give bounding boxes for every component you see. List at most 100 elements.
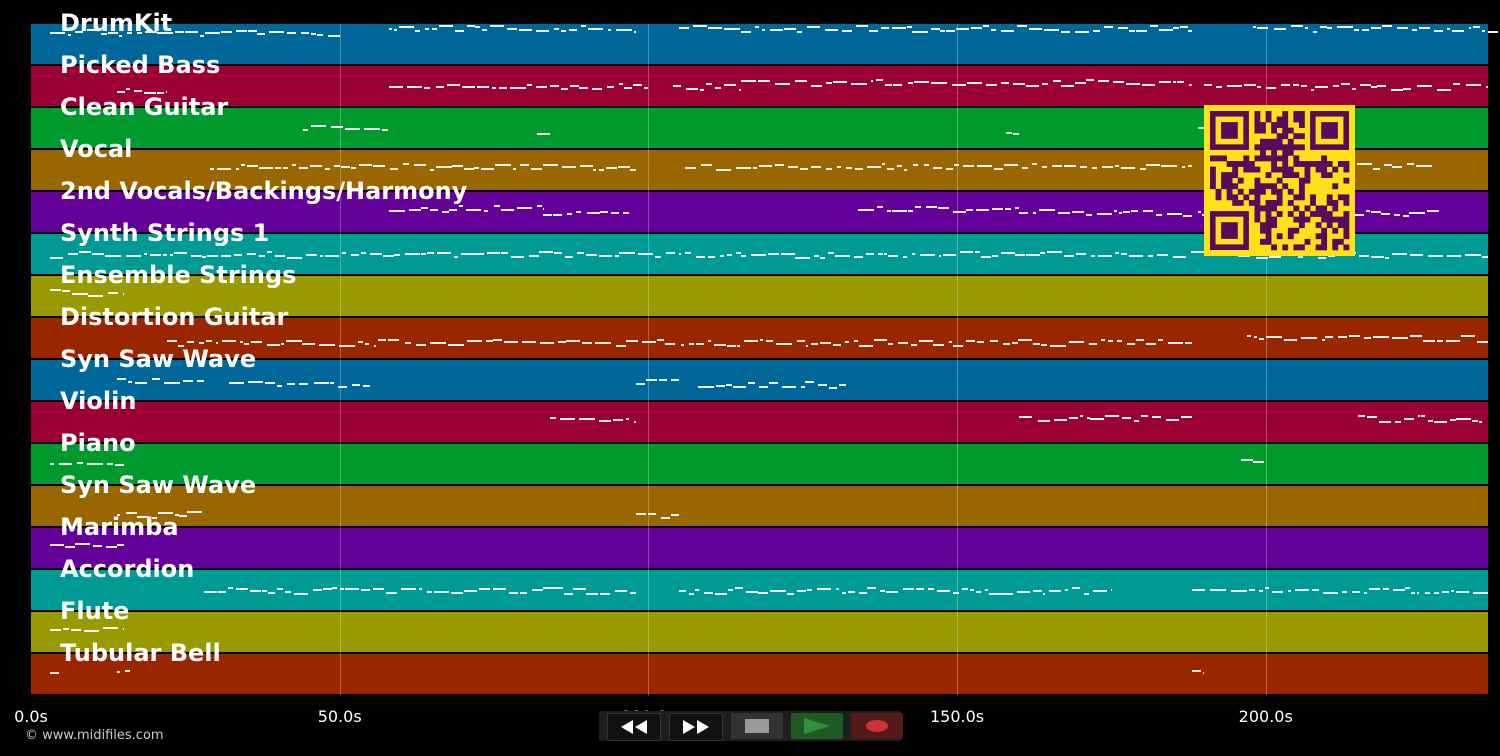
note	[615, 28, 632, 31]
note	[1152, 415, 1161, 418]
note	[1117, 27, 1129, 30]
note	[865, 252, 874, 255]
note	[564, 255, 573, 258]
note	[671, 378, 680, 381]
track-lane[interactable]: Syn Saw Wave	[31, 471, 1488, 526]
note	[948, 340, 953, 343]
note	[738, 88, 741, 91]
fast-forward-button[interactable]	[669, 713, 723, 741]
note	[174, 514, 180, 517]
note	[776, 342, 792, 345]
note	[1465, 253, 1482, 256]
note	[1311, 88, 1314, 91]
track-lane[interactable]: Tubular Bell	[31, 639, 1488, 694]
note	[805, 381, 814, 384]
note	[340, 166, 350, 169]
note	[1258, 337, 1264, 340]
note	[1271, 590, 1284, 593]
qr-code[interactable]	[1204, 105, 1355, 256]
track-lane[interactable]: Flute	[31, 597, 1488, 652]
note	[543, 587, 557, 589]
note	[1393, 588, 1406, 591]
note	[345, 128, 360, 130]
note	[1018, 416, 1033, 419]
note	[91, 252, 104, 255]
note	[556, 587, 563, 590]
stop-button[interactable]	[731, 713, 783, 739]
note	[686, 87, 699, 90]
note	[580, 25, 586, 28]
transport-bar	[599, 711, 903, 741]
note	[573, 587, 587, 590]
note	[174, 30, 185, 33]
note	[644, 86, 649, 89]
note	[413, 164, 426, 167]
note	[166, 339, 177, 342]
note	[234, 254, 243, 257]
track-lane[interactable]: Picked Bass	[31, 51, 1488, 106]
note	[117, 513, 121, 516]
rewind-button[interactable]	[607, 713, 661, 741]
track-lane[interactable]: Ensemble Strings	[31, 261, 1488, 316]
note	[1370, 256, 1384, 259]
note	[735, 167, 751, 170]
track-lane[interactable]: Syn Saw Wave	[31, 345, 1488, 400]
note	[1305, 27, 1309, 30]
note	[703, 591, 713, 594]
note	[1300, 84, 1307, 87]
track-lane[interactable]: Distortion Guitar	[31, 303, 1488, 358]
note	[71, 629, 82, 632]
note	[1241, 458, 1253, 461]
note	[695, 256, 706, 259]
note	[842, 592, 846, 595]
note	[1410, 253, 1424, 256]
note	[967, 81, 983, 84]
note	[1180, 26, 1188, 29]
note	[836, 588, 840, 591]
track-lane[interactable]: Piano	[31, 429, 1488, 484]
note	[1447, 28, 1450, 31]
note	[610, 212, 619, 215]
note	[797, 339, 805, 342]
note	[483, 209, 489, 212]
note	[228, 381, 244, 384]
note	[720, 254, 724, 257]
note	[1079, 166, 1084, 168]
piano-roll[interactable]: DrumKit Picked Bass Clean Guitar Vocal 2nd V…	[31, 9, 1500, 696]
track-lane[interactable]: Marimba	[31, 513, 1488, 568]
note	[1075, 81, 1086, 84]
note	[1256, 86, 1262, 89]
note	[562, 165, 577, 168]
note	[239, 341, 243, 344]
grid-line	[648, 24, 650, 696]
note	[853, 256, 864, 259]
note	[638, 253, 653, 256]
note	[197, 380, 204, 383]
note	[1204, 83, 1213, 86]
note	[1120, 252, 1128, 255]
note	[1033, 343, 1041, 346]
note	[222, 340, 236, 343]
note	[1367, 415, 1377, 418]
track-lane[interactable]: Violin	[31, 387, 1488, 442]
track-lane[interactable]: DrumKit	[31, 9, 1488, 64]
note	[1337, 336, 1347, 339]
note	[1191, 670, 1202, 673]
note	[125, 670, 130, 673]
record-button[interactable]	[851, 713, 903, 739]
track-label: Syn Saw Wave	[60, 345, 257, 373]
note	[286, 31, 296, 34]
note	[736, 251, 741, 254]
track-label: Marimba	[60, 513, 179, 541]
note	[1427, 420, 1434, 423]
note	[526, 83, 533, 86]
note	[521, 340, 536, 343]
note	[795, 79, 808, 82]
play-button[interactable]	[791, 713, 843, 739]
note	[993, 167, 1003, 170]
note	[474, 166, 479, 169]
note	[955, 27, 970, 30]
note	[286, 339, 302, 342]
note	[276, 385, 283, 388]
note	[520, 164, 530, 167]
